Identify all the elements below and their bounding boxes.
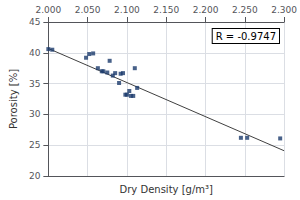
svg-text:R = -0.9747: R = -0.9747: [216, 31, 276, 42]
svg-text:Dry Density [g/m³]: Dry Density [g/m³]: [120, 184, 213, 195]
svg-text:30: 30: [29, 109, 41, 119]
svg-text:2.000: 2.000: [35, 5, 61, 15]
svg-text:45: 45: [29, 17, 40, 27]
svg-text:2.100: 2.100: [114, 5, 140, 15]
svg-text:40: 40: [29, 48, 41, 58]
svg-text:35: 35: [29, 79, 40, 89]
svg-text:2.250: 2.250: [232, 5, 258, 15]
svg-text:25: 25: [29, 140, 40, 150]
svg-text:2.300: 2.300: [271, 5, 297, 15]
svg-text:2.050: 2.050: [75, 5, 101, 15]
svg-text:2.200: 2.200: [193, 5, 219, 15]
svg-text:2.150: 2.150: [153, 5, 179, 15]
svg-text:20: 20: [29, 171, 41, 181]
svg-text:Porosity [%]: Porosity [%]: [8, 69, 19, 129]
